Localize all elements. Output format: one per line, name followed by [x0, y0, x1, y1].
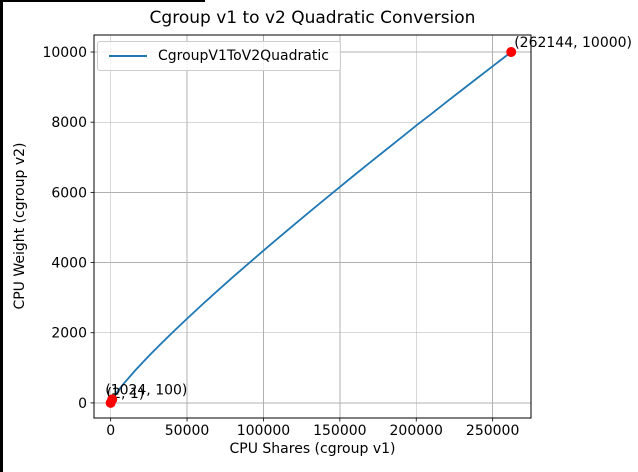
point-annotation: (262144, 10000): [514, 35, 632, 51]
data-line: [109, 51, 513, 404]
point-annotation: (1024, 100): [105, 382, 187, 398]
x-tick-label: 200000: [390, 423, 443, 439]
x-axis-label: CPU Shares (cgroup v1): [229, 441, 396, 457]
legend-label: CgroupV1ToV2Quadratic: [158, 48, 329, 64]
y-tick-label: 4000: [51, 256, 87, 272]
window-edge-top: [0, 0, 205, 2]
data-point-marker: [107, 394, 118, 405]
legend: CgroupV1ToV2Quadratic: [97, 41, 341, 71]
window-edge-left: [0, 0, 3, 472]
y-axis-label: CPU Weight (cgroup v2): [12, 142, 28, 310]
chart-title: Cgroup v1 to v2 Quadratic Conversion: [149, 8, 476, 28]
y-tick-label: 0: [78, 396, 87, 412]
y-tick-label: 8000: [51, 115, 87, 131]
axes-spines: [93, 34, 532, 419]
y-tick-label: 10000: [42, 45, 87, 61]
x-tick-label: 150000: [313, 423, 366, 439]
x-tick-label: 50000: [165, 423, 210, 439]
x-tick-label: 0: [106, 423, 115, 439]
y-tick-label: 6000: [51, 185, 87, 201]
x-tick-label: 100000: [237, 423, 290, 439]
data-point-marker: [506, 47, 517, 58]
y-tick-label: 2000: [51, 326, 87, 342]
x-tick-label: 250000: [466, 423, 519, 439]
legend-line-sample: [109, 55, 147, 57]
